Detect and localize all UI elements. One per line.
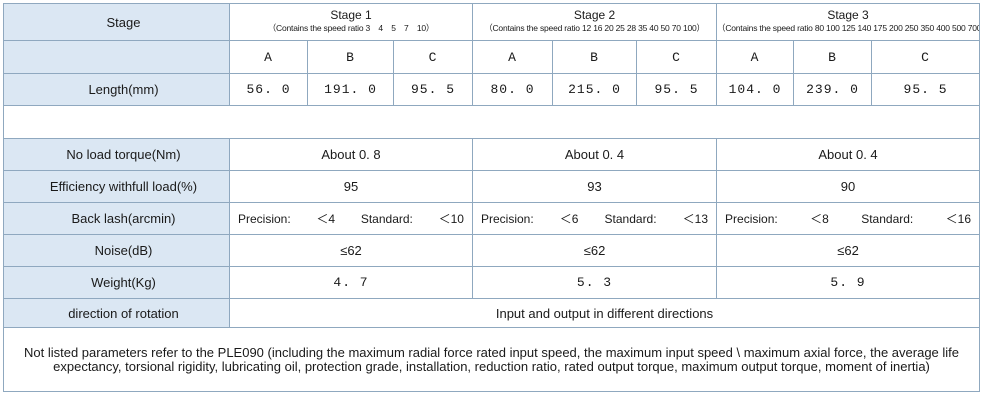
stage-3-ratios: （Contains the speed ratio 80 100 125 140… [717,23,979,33]
stage-1-header: Stage 1 （Contains the speed ratio 3 4 5 … [229,3,473,41]
precision-value: ＜8 [810,212,829,226]
dim-cell: A [229,40,308,74]
dimension-label [3,40,230,74]
backlash-row: Back lash(arcmin) Precision: ＜4 Standard… [3,202,981,235]
efficiency-label: Efficiency withfull load(%) [3,170,230,203]
stage-2-ratios: （Contains the speed ratio 12 16 20 25 28… [484,23,705,33]
length-cell: 239. 0 [793,73,873,106]
efficiency-cell: 93 [471,170,718,203]
stage-1-ratios: （Contains the speed ratio 3 4 5 7 10） [267,23,435,33]
standard-value: ＜13 [682,212,709,226]
rotation-row: direction of rotation Input and output i… [3,298,981,328]
dimension-row: A B C A B C A B C [3,40,981,74]
rotation-label: direction of rotation [3,298,230,328]
dim-cell: C [871,40,981,74]
backlash-cell: Precision: ＜8 Standard: ＜16 [716,202,981,235]
standard-label: Standard: [360,211,413,226]
spacer-cell [2,105,981,139]
stage-label: Stage [3,3,230,41]
standard-value: ＜16 [945,212,972,226]
backlash-cell: Precision: ＜6 Standard: ＜13 [471,202,718,235]
weight-row: Weight(Kg) 4. 7 5. 3 5. 9 [3,266,981,299]
precision-label: Precision: [725,211,778,226]
noise-label: Noise(dB) [3,234,230,267]
standard-label: Standard: [604,211,657,226]
length-cell: 191. 0 [307,73,394,106]
dim-cell: C [393,40,473,74]
standard-label: Standard: [861,211,914,226]
note-text: Not listed parameters refer to the PLE09… [2,327,981,392]
dim-cell: A [716,40,795,74]
standard-value: ＜10 [438,212,464,226]
precision-value: ＜4 [316,212,336,226]
no-load-torque-cell: About 0. 4 [716,138,981,171]
dim-cell: B [793,40,873,74]
length-cell: 56. 0 [229,73,308,106]
weight-label: Weight(Kg) [3,266,230,299]
no-load-torque-label: No load torque(Nm) [3,138,230,171]
stage-2-name: Stage 2 [573,8,616,22]
efficiency-cell: 95 [229,170,473,203]
length-cell: 80. 0 [472,73,553,106]
stage-header-row: Stage Stage 1 （Contains the speed ratio … [3,3,981,41]
dim-cell: A [472,40,553,74]
length-row: Length(mm) 56. 0 191. 0 95. 5 80. 0 215.… [3,73,981,106]
rotation-cell: Input and output in different directions [228,298,981,328]
noise-cell: ≤62 [471,234,718,267]
weight-cell: 5. 9 [716,266,981,299]
length-cell: 215. 0 [552,73,637,106]
weight-cell: 4. 7 [229,266,473,299]
length-label: Length(mm) [3,73,230,106]
spacer-row [2,105,981,139]
noise-row: Noise(dB) ≤62 ≤62 ≤62 [3,234,981,267]
backlash-cell: Precision: ＜4 Standard: ＜10 [229,202,473,235]
length-cell: 95. 5 [871,73,981,106]
noise-cell: ≤62 [716,234,981,267]
no-load-torque-row: No load torque(Nm) About 0. 8 About 0. 4… [3,138,981,171]
backlash-label: Back lash(arcmin) [3,202,230,235]
dim-cell: C [635,40,718,74]
precision-label: Precision: [238,211,291,226]
efficiency-row: Efficiency withfull load(%) 95 93 90 [3,170,981,203]
efficiency-cell: 90 [716,170,981,203]
length-cell: 95. 5 [393,73,473,106]
length-cell: 104. 0 [716,73,795,106]
dim-cell: B [552,40,637,74]
no-load-torque-cell: About 0. 8 [229,138,473,171]
precision-value: ＜6 [559,212,579,226]
stage-3-name: Stage 3 [827,8,869,22]
dim-cell: B [307,40,394,74]
noise-cell: ≤62 [229,234,473,267]
precision-label: Precision: [481,211,534,226]
length-cell: 95. 5 [635,73,718,106]
stage-1-name: Stage 1 [330,8,372,22]
stage-3-header: Stage 3 （Contains the speed ratio 80 100… [716,3,981,41]
weight-cell: 5. 3 [471,266,718,299]
stage-2-header: Stage 2 （Contains the speed ratio 12 16 … [471,3,718,41]
no-load-torque-cell: About 0. 4 [471,138,718,171]
spec-table: Stage Stage 1 （Contains the speed ratio … [2,3,981,392]
note-row: Not listed parameters refer to the PLE09… [2,327,981,392]
